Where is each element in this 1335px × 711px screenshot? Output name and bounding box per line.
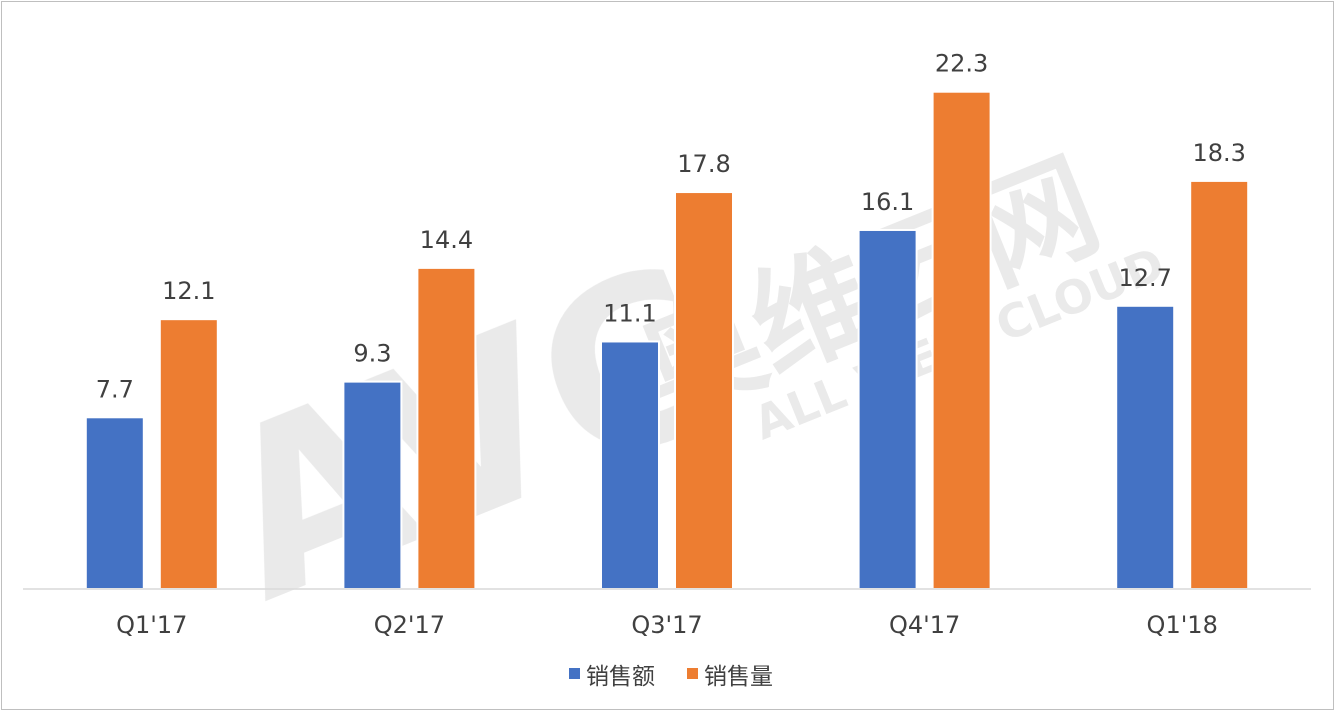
data-label-1-0: 12.1 <box>162 277 215 305</box>
x-tick-label-2: Q3'17 <box>631 611 702 639</box>
legend-label-0: 销售额 <box>586 664 655 690</box>
data-label-1-3: 22.3 <box>935 50 988 78</box>
bar-sales-amount-0 <box>84 416 145 591</box>
bar-sales-amount-4 <box>1115 304 1176 590</box>
x-tick-label-3: Q4'17 <box>889 611 960 639</box>
bar-sales-amount-2 <box>600 340 660 590</box>
bars-layer <box>84 90 1250 591</box>
data-label-0-0: 7.7 <box>96 375 134 403</box>
data-labels-layer: 7.7 12.1 9.3 14.4 11.1 17.8 16.1 22.3 12.7 18.3 <box>96 50 1246 404</box>
bar-sales-volume-4 <box>1189 179 1250 590</box>
legend-swatch-1 <box>687 668 698 679</box>
x-tick-label-4: Q1'18 <box>1147 611 1218 639</box>
x-tick-label-1: Q2'17 <box>374 611 445 639</box>
x-tick-labels: Q1'17 Q2'17 Q3'17 Q4'17 Q1'18 <box>116 611 1218 639</box>
data-label-0-3: 16.1 <box>861 188 914 216</box>
data-label-0-4: 12.7 <box>1118 264 1171 292</box>
x-tick-label-0: Q1'17 <box>116 611 187 639</box>
bar-sales-amount-3 <box>857 228 918 590</box>
legend-swatch-0 <box>569 668 580 679</box>
bar-sales-volume-2 <box>674 191 734 590</box>
data-label-1-2: 17.8 <box>677 150 730 178</box>
data-label-1-4: 18.3 <box>1192 139 1245 167</box>
legend: 销售额 销售量 <box>569 664 773 690</box>
legend-label-1: 销售量 <box>704 664 773 690</box>
data-label-1-1: 14.4 <box>420 226 473 254</box>
bar-sales-volume-1 <box>416 266 477 590</box>
bar-sales-volume-0 <box>158 318 219 590</box>
bar-sales-volume-3 <box>931 90 992 591</box>
data-label-0-2: 11.1 <box>603 299 656 327</box>
bar-sales-amount-1 <box>342 380 403 590</box>
data-label-0-1: 9.3 <box>353 340 391 368</box>
